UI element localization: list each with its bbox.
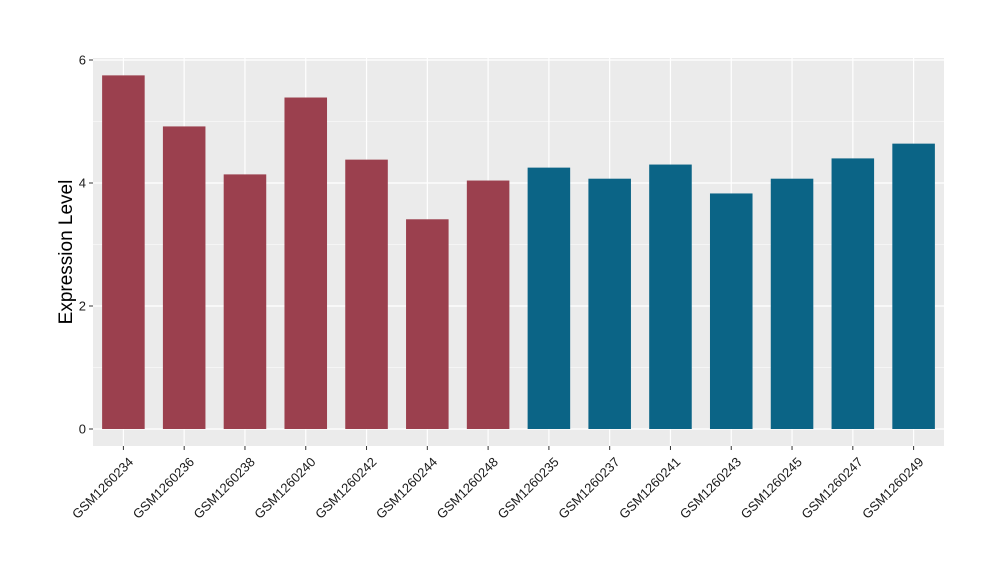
x-tick-label: GSM1260240 [251,454,318,521]
plot-panel [93,58,944,446]
x-tick-label: GSM1260235 [494,454,561,521]
x-axis: GSM1260234GSM1260236GSM1260238GSM1260240… [69,446,927,522]
x-tick-label: GSM1260238 [191,454,258,521]
bar-GSM1260238 [223,174,267,429]
y-axis-title: Expression Level [56,180,77,325]
x-tick-label: GSM1260234 [69,454,136,521]
x-tick-label: GSM1260248 [434,454,501,521]
y-axis: 0 2 4 6 [79,53,93,437]
x-tick-label: GSM1260241 [616,454,683,521]
x-tick-label: GSM1260237 [555,454,622,521]
bar-GSM1260249 [892,143,935,429]
bar-GSM1260242 [345,159,388,429]
bar-GSM1260241 [649,164,692,430]
bar-layer [102,75,935,430]
x-tick-label: GSM1260249 [859,454,926,521]
y-tick-label: 4 [79,176,86,191]
bar-GSM1260235 [527,167,571,429]
bar-GSM1260245 [770,178,814,429]
x-tick-label: GSM1260243 [677,454,744,521]
bar-GSM1260237 [588,178,631,429]
x-tick-label: GSM1260244 [373,454,440,521]
x-tick-label: GSM1260236 [130,454,197,521]
y-tick-label: 2 [79,299,86,314]
bar-GSM1260247 [831,158,875,429]
bar-GSM1260236 [162,126,206,430]
x-tick-label: GSM1260242 [312,454,379,521]
y-tick-label: 6 [79,53,86,68]
bar-GSM1260234 [102,75,145,429]
bar-GSM1260243 [709,193,753,429]
bar-GSM1260244 [406,219,449,429]
x-tick-label: GSM1260247 [798,454,865,521]
x-tick-label: GSM1260245 [738,454,805,521]
y-tick-label: 0 [79,422,86,437]
bar-GSM1260248 [466,180,510,429]
bar-GSM1260240 [284,97,328,429]
